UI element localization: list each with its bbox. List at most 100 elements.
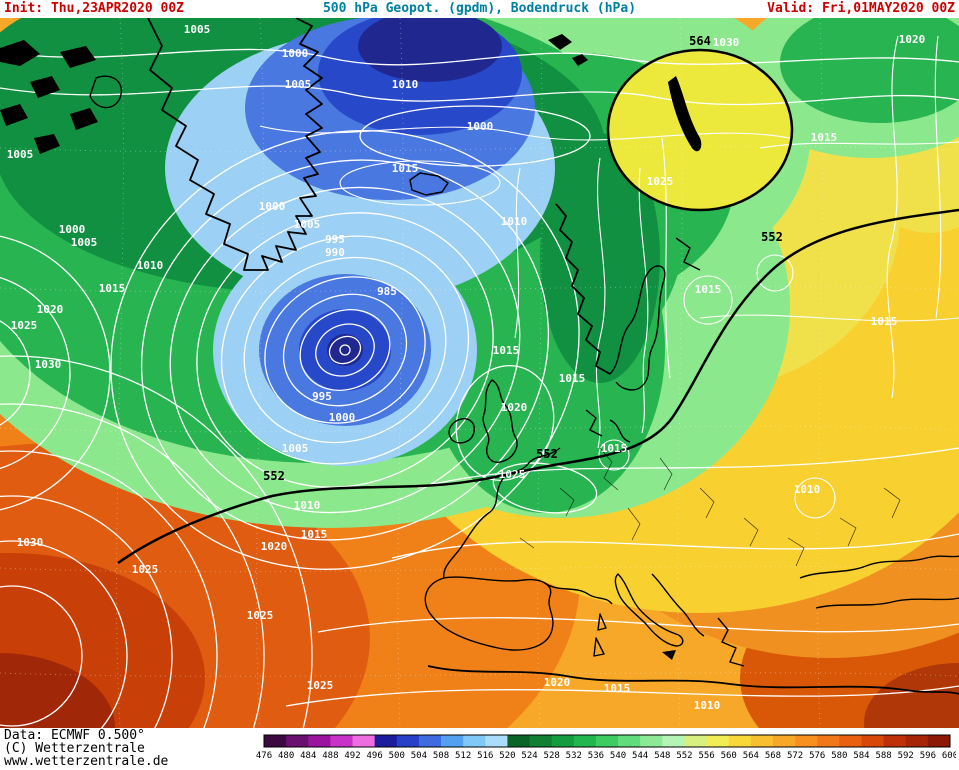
pressure-label: 1025 (647, 175, 674, 188)
colorbar-tick: 568 (765, 751, 781, 761)
colorbar-tick: 580 (831, 751, 847, 761)
pressure-label: 1010 (392, 78, 419, 91)
colorbar-segment (927, 735, 951, 747)
map-labels: 1005 1000 1005 1010 1000 1015 1030 1020 1025 1015… (7, 23, 926, 712)
colorbar-segment (795, 735, 818, 747)
pressure-label: 1025 (247, 609, 274, 622)
pressure-label: 1005 (285, 78, 312, 91)
pressure-label: 995 (325, 233, 345, 246)
colorbar-segment (817, 735, 840, 747)
pressure-label: 1015 (871, 315, 898, 328)
colorbar-tick: 524 (521, 751, 537, 761)
colorbar-tick: 576 (809, 751, 825, 761)
pressure-label: 1030 (713, 36, 740, 49)
colorbar-tick: 592 (898, 751, 914, 761)
pressure-label: 1000 (282, 47, 309, 60)
pressure-label: 1005 (71, 236, 98, 249)
pressure-label: 1015 (392, 162, 419, 175)
colorbar-segment (905, 735, 929, 747)
colorbar-segment (839, 735, 862, 747)
colorbar-segment (330, 735, 354, 747)
colorbar-tick: 536 (588, 751, 604, 761)
pressure-label: 1010 (501, 215, 528, 228)
colorbar-segment (485, 735, 508, 747)
colorbar-tick: 532 (566, 751, 582, 761)
pressure-label: 1015 (811, 131, 838, 144)
colorbar-tick: 540 (610, 751, 626, 761)
colorbar-tick: 600 (942, 751, 956, 761)
data-source: Data: ECMWF 0.500° (4, 728, 145, 743)
height-label: 564 (689, 34, 711, 48)
pressure-label: 1010 (694, 699, 721, 712)
pressure-label: 1025 (499, 468, 526, 481)
iberia-coast (424, 576, 554, 651)
colorbar-tick: 556 (698, 751, 714, 761)
greece-coast (717, 617, 745, 667)
pressure-label: 1025 (11, 319, 38, 332)
credits: Data: ECMWF 0.500° (C) Wetterzentrale ww… (0, 728, 256, 770)
pressure-label: 995 (312, 390, 332, 403)
pressure-label: 1015 (301, 528, 328, 541)
colorbar-tick: 544 (632, 751, 648, 761)
colorbar-tick: 564 (743, 751, 759, 761)
valid-datetime: Valid: Fri,01MAY2020 00Z (767, 1, 955, 16)
colorbar-segment (662, 735, 685, 747)
pressure-label: 1020 (899, 33, 926, 46)
colorbar-segment (507, 735, 531, 747)
pressure-label: 1015 (559, 372, 586, 385)
map-header: Init: Thu,23APR2020 00Z 500 hPa Geopot. … (0, 0, 959, 18)
pressure-label: 1020 (544, 676, 571, 689)
colorbar-segment (352, 735, 376, 747)
colorbar-segment (551, 735, 575, 747)
colorbar-segment (595, 735, 619, 747)
colorbar-tick: 584 (853, 751, 869, 761)
colorbar-segment (418, 735, 442, 747)
height-label: 552 (263, 469, 285, 483)
pressure-label: 1010 (294, 499, 321, 512)
colorbar-tick: 588 (875, 751, 891, 761)
colorbar-segment (396, 735, 420, 747)
pressure-label: 1010 (137, 259, 164, 272)
norway-coast (555, 203, 611, 375)
colorbar-segment (529, 735, 553, 747)
ireland-coast (448, 418, 475, 444)
colorbar-segment (618, 735, 641, 747)
graticule (0, 18, 959, 728)
colorbar-tick: 596 (920, 751, 936, 761)
africa-coast (427, 665, 959, 695)
colorbar-tick: 572 (787, 751, 803, 761)
colorbar-tick: 484 (300, 751, 316, 761)
colorbar-tick: 560 (721, 751, 737, 761)
colorbar-segment (706, 735, 730, 747)
pressure-label: 1020 (501, 401, 528, 414)
pressure-label: 1015 (493, 344, 520, 357)
colorbar-tick: 528 (544, 751, 560, 761)
colorbar-tick: 520 (499, 751, 515, 761)
geopotential-552-line (117, 48, 959, 565)
height-label: 552 (761, 230, 783, 244)
colorbar-segment (286, 735, 309, 747)
colorbar-tick: 504 (411, 751, 427, 761)
geopotential-pressure-map: 1005 1000 1005 1010 1000 1015 1030 1020 1025 1015… (0, 18, 959, 728)
colorbar-tick: 500 (389, 751, 405, 761)
colorbar-frame (263, 734, 951, 748)
colorbar-tick: 476 (256, 751, 272, 761)
coastlines (0, 18, 959, 695)
colorbar-segment (883, 735, 907, 747)
init-datetime: Init: Thu,23APR2020 00Z (4, 1, 185, 16)
pressure-label: 1015 (604, 682, 631, 695)
pressure-label: 1000 (467, 120, 494, 133)
pressure-label: 1025 (132, 563, 159, 576)
iceland-coast (409, 172, 449, 196)
pressure-label: 1005 (294, 218, 321, 231)
pressure-label: 1000 (329, 411, 356, 424)
colorbar-segment (308, 735, 331, 747)
pressure-label: 1015 (99, 282, 126, 295)
colorbar-segment (374, 735, 398, 747)
colorbar-tick: 512 (455, 751, 471, 761)
colorbar-tick: 492 (344, 751, 360, 761)
colorbar-segment (728, 735, 752, 747)
map-footer: Data: ECMWF 0.500° (C) Wetterzentrale ww… (0, 728, 959, 770)
pressure-label: 990 (325, 246, 345, 259)
